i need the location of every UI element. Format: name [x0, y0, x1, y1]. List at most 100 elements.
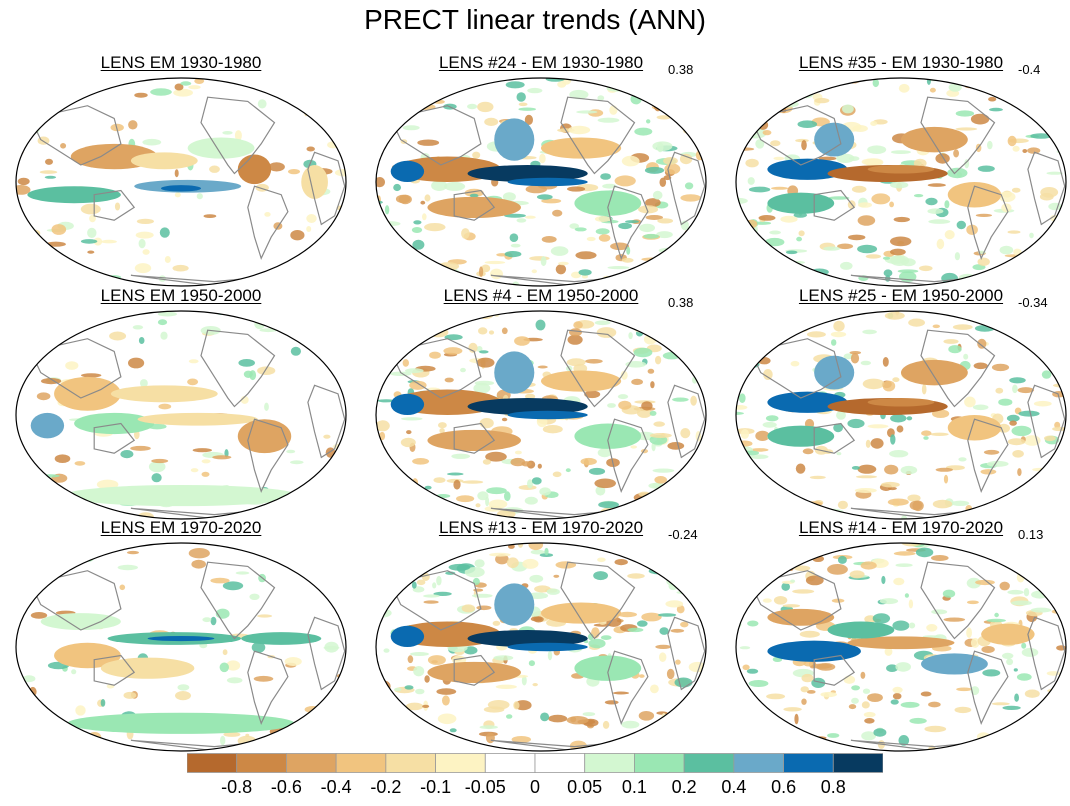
- panel-title: LENS #25 - EM 1950-2000: [726, 285, 1070, 307]
- map-outline: [375, 310, 707, 520]
- correlation-value: -0.34: [1018, 295, 1048, 310]
- panel-title-text: LENS #25 - EM 1950-2000: [798, 286, 1004, 305]
- panel-title-text: LENS EM 1930-1980: [100, 53, 262, 72]
- coastline: [667, 616, 706, 691]
- correlation-value: 0.38: [668, 295, 694, 310]
- coastline: [967, 185, 1009, 260]
- coastline: [29, 105, 122, 166]
- coastline: [1027, 616, 1066, 691]
- correlation-value: -0.24: [668, 527, 698, 542]
- colorbar-tick-label: 0.8: [820, 777, 846, 797]
- colorbar-tick-label: 0.1: [621, 777, 647, 797]
- world-map: [375, 77, 707, 287]
- panel-title-text: LENS #35 - EM 1930-1980: [798, 53, 1004, 72]
- coastline: [200, 329, 276, 408]
- world-map: [375, 542, 707, 752]
- coastline: [247, 185, 289, 260]
- coastline: [200, 96, 276, 175]
- trend-field: [736, 543, 1066, 751]
- coastline: [389, 338, 482, 399]
- trend-field: [16, 78, 346, 286]
- colorbar-tick-label: 0.2: [671, 777, 697, 797]
- map-panel-m25: LENS #25 - EM 1950-2000 -0.34: [726, 285, 1070, 525]
- coastline: [307, 151, 346, 226]
- coastline: [749, 105, 842, 166]
- coastline: [453, 654, 496, 686]
- colorbar-tick-label: -0.6: [270, 777, 302, 797]
- figure-title: PRECT linear trends (ANN): [364, 4, 706, 35]
- map-panel-m14: LENS #14 - EM 1970-2020 0.13: [726, 517, 1070, 757]
- colorbar-box: [484, 753, 536, 773]
- panel-title: LENS EM 1950-2000: [6, 285, 356, 307]
- coastline: [453, 189, 496, 221]
- coastline: [967, 418, 1009, 493]
- map-panel-m35: LENS #35 - EM 1930-1980 -0.4: [726, 52, 1070, 292]
- panel-title-text: LENS #4 - EM 1950-2000: [443, 286, 639, 305]
- colorbar-box: [832, 753, 883, 773]
- coastline: [813, 654, 856, 686]
- panel-title: LENS #4 - EM 1950-2000: [366, 285, 716, 307]
- coastline: [667, 384, 706, 459]
- coastline: [307, 616, 346, 691]
- coastline: [920, 561, 996, 640]
- colorbar-tick-label: 0.6: [771, 777, 797, 797]
- coastline: [560, 96, 636, 175]
- map-panel-m4: LENS #4 - EM 1950-2000 0.38: [366, 285, 716, 525]
- map-outline: [375, 542, 707, 752]
- map-outline: [15, 77, 347, 287]
- panel-title: LENS #14 - EM 1970-2020: [726, 517, 1070, 539]
- coastline: [607, 418, 649, 493]
- coastline: [920, 329, 996, 408]
- correlation-value: 0.13: [1018, 527, 1044, 542]
- colorbar-box: [286, 753, 337, 773]
- coastline: [93, 189, 136, 221]
- world-map: [15, 542, 347, 752]
- coastline: [93, 654, 136, 686]
- panel-title: LENS EM 1970-2020: [6, 517, 356, 539]
- coastline: [607, 650, 649, 725]
- colorbar-tick-label: -0.05: [464, 777, 506, 797]
- colorbar-box: [733, 753, 784, 773]
- colorbar-tick-label: 0: [529, 777, 541, 797]
- world-map: [735, 77, 1067, 287]
- world-map: [735, 542, 1067, 752]
- panel-title-text: LENS #13 - EM 1970-2020: [438, 518, 644, 537]
- coastline: [247, 418, 289, 493]
- coastline: [389, 105, 482, 166]
- trend-field: [736, 311, 1066, 519]
- panel-title-text: LENS EM 1970-2020: [100, 518, 262, 537]
- colorbar-box: [584, 753, 635, 773]
- map-outline: [15, 310, 347, 520]
- map-panel-em-1950: LENS EM 1950-2000: [6, 285, 356, 525]
- trend-field: [376, 78, 706, 286]
- panel-title: LENS #35 - EM 1930-1980: [726, 52, 1070, 74]
- colorbar-box: [783, 753, 834, 773]
- coastline: [200, 561, 276, 640]
- map-panel-m13: LENS #13 - EM 1970-2020 -0.24: [366, 517, 716, 757]
- colorbar-tick-label: -0.4: [320, 777, 352, 797]
- coastline: [560, 561, 636, 640]
- colorbar-box: [435, 753, 486, 773]
- colorbar-box: [634, 753, 685, 773]
- correlation-value: 0.38: [668, 62, 694, 77]
- panel-title-text: LENS #14 - EM 1970-2020: [798, 518, 1004, 537]
- trend-field: [16, 311, 346, 519]
- coastline: [813, 422, 856, 454]
- world-map: [15, 77, 347, 287]
- coastline: [307, 384, 346, 459]
- panel-title: LENS #24 - EM 1930-1980: [366, 52, 716, 74]
- trend-field: [736, 78, 1066, 286]
- map-panel-em-1930: LENS EM 1930-1980: [6, 52, 356, 292]
- coastline: [453, 422, 496, 454]
- world-map: [375, 310, 707, 520]
- trend-field: [376, 311, 706, 519]
- coastline: [920, 96, 996, 175]
- coastline: [607, 185, 649, 260]
- coastline: [749, 570, 842, 631]
- trend-field: [376, 543, 706, 751]
- colorbar-tick-label: -0.8: [221, 777, 253, 797]
- trend-field: [16, 543, 346, 751]
- map-outline: [735, 310, 1067, 520]
- panel-title-text: LENS #24 - EM 1930-1980: [438, 53, 644, 72]
- colorbar-box: [683, 753, 735, 773]
